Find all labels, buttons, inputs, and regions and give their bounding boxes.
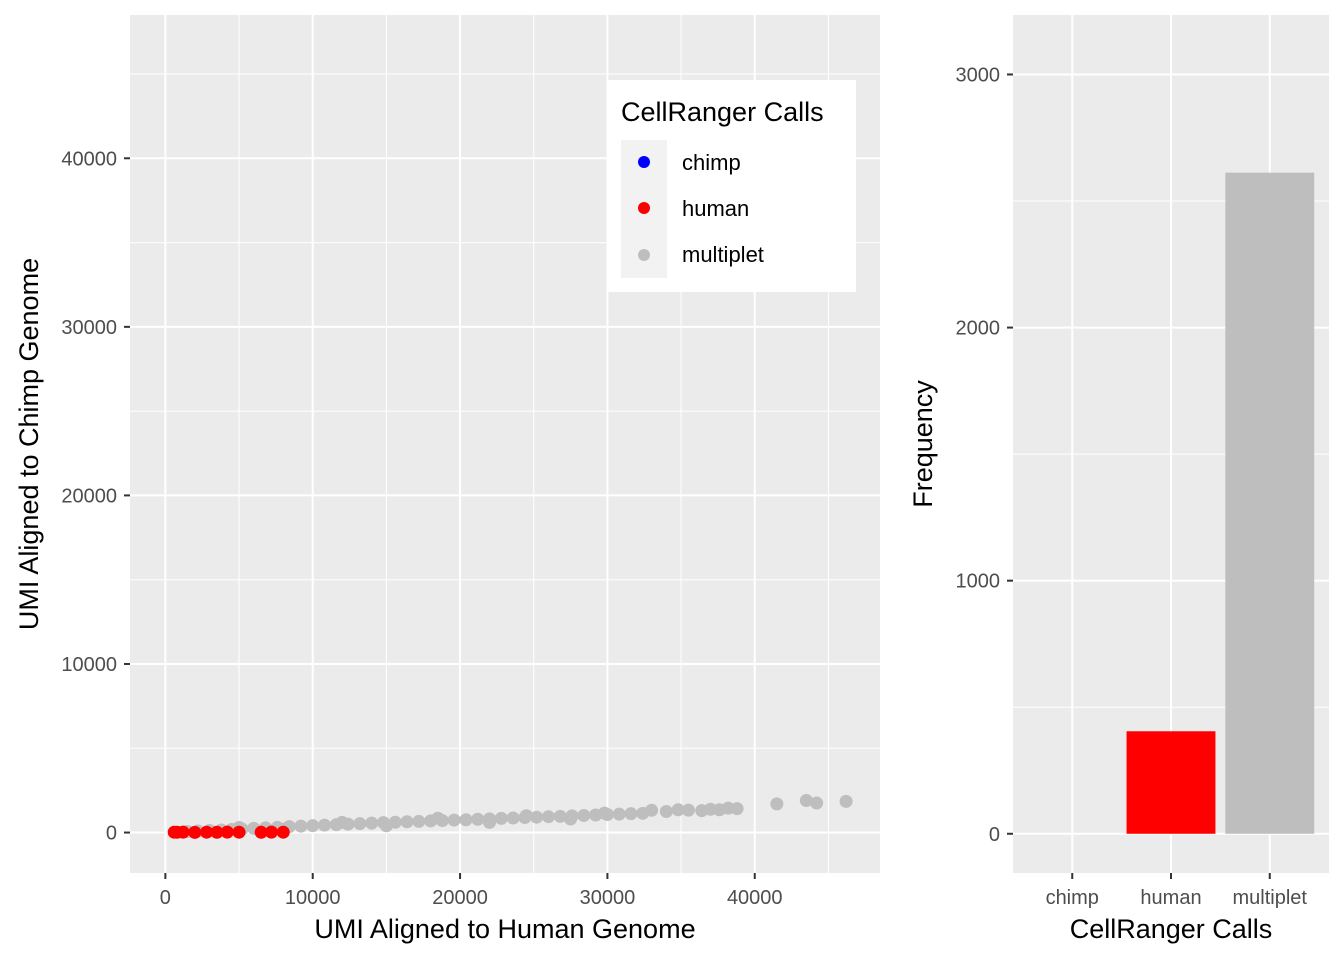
scatter-point-human	[188, 825, 202, 839]
legend-key-multiplet	[638, 249, 650, 261]
bar-x-axis-title: CellRanger Calls	[1070, 914, 1273, 944]
scatter-point-multiplet	[317, 818, 331, 832]
scatter-point-multiplet	[770, 797, 784, 811]
scatter-chart: 0 10000 20000 30000 40000 0 10000 20000 30000 400…	[14, 15, 880, 944]
scatter-y-tick-label: 0	[106, 823, 117, 845]
bar-y-tick-label: 0	[989, 824, 1000, 846]
scatter-point-multiplet	[564, 812, 578, 826]
legend-title: CellRanger Calls	[621, 97, 824, 127]
bar-y-tick-label: 1000	[956, 571, 1001, 593]
scatter-point-multiplet	[471, 812, 485, 826]
scatter-x-axis-title: UMI Aligned to Human Genome	[314, 914, 695, 944]
scatter-point-human	[176, 825, 190, 839]
scatter-point-multiplet	[459, 813, 473, 827]
bar-y-axis-title: Frequency	[908, 380, 938, 508]
bar-multiplet	[1225, 172, 1315, 834]
scatter-point-multiplet	[447, 813, 461, 827]
bar-x-tick-label-human: human	[1140, 887, 1201, 909]
bar-human	[1126, 731, 1216, 834]
legend-label-chimp: chimp	[682, 150, 741, 175]
scatter-legend: CellRanger Calls chimp human multiplet	[607, 80, 856, 292]
scatter-point-multiplet	[671, 803, 685, 817]
scatter-point-multiplet	[306, 819, 320, 833]
scatter-point-multiplet	[379, 819, 393, 833]
scatter-point-multiplet	[645, 803, 659, 817]
scatter-axis-ticks: 0 10000 20000 30000 40000 0 10000 20000 30000 400…	[61, 148, 782, 909]
scatter-point-human	[200, 825, 214, 839]
bar-chart: 0 1000 2000 3000 chimp human multiplet CellRan…	[908, 15, 1329, 944]
scatter-point-multiplet	[400, 815, 414, 829]
bar-y-tick-label: 3000	[956, 64, 1001, 86]
scatter-x-tick-label: 10000	[285, 887, 341, 909]
scatter-point-human	[220, 825, 234, 839]
scatter-y-tick-label: 10000	[61, 654, 117, 676]
legend-label-multiplet: multiplet	[682, 242, 764, 267]
scatter-point-human	[232, 825, 246, 839]
scatter-point-multiplet	[624, 807, 638, 821]
scatter-point-human	[264, 825, 278, 839]
scatter-point-multiplet	[577, 809, 591, 823]
legend-label-human: human	[682, 196, 749, 221]
scatter-point-multiplet	[541, 810, 555, 824]
scatter-point-multiplet	[839, 794, 853, 808]
scatter-point-multiplet	[799, 794, 813, 808]
scatter-point-multiplet	[659, 804, 673, 818]
legend-key-human	[638, 202, 650, 214]
scatter-points	[167, 794, 853, 839]
scatter-y-axis-title: UMI Aligned to Chimp Genome	[14, 258, 44, 630]
scatter-y-tick-label: 20000	[61, 485, 117, 507]
scatter-x-tick-label: 40000	[727, 887, 783, 909]
scatter-point-multiplet	[553, 809, 567, 823]
scatter-point-multiplet	[353, 817, 367, 831]
scatter-y-tick-label: 40000	[61, 148, 117, 170]
bar-axis-ticks: 0 1000 2000 3000 chimp human multiplet	[956, 64, 1308, 909]
scatter-y-tick-label: 30000	[61, 317, 117, 339]
scatter-point-multiplet	[810, 796, 824, 810]
scatter-point-multiplet	[681, 803, 695, 817]
scatter-point-multiplet	[494, 811, 508, 825]
scatter-point-human	[254, 825, 268, 839]
scatter-x-tick-label: 20000	[432, 887, 488, 909]
scatter-point-multiplet	[365, 816, 379, 830]
bar-y-tick-label: 2000	[956, 318, 1001, 340]
scatter-point-multiplet	[597, 806, 611, 820]
scatter-x-tick-label: 30000	[580, 887, 636, 909]
scatter-point-multiplet	[335, 815, 349, 829]
bar-x-tick-label-chimp: chimp	[1046, 887, 1099, 909]
scatter-x-tick-label: 0	[160, 887, 171, 909]
scatter-point-multiplet	[483, 815, 497, 829]
scatter-point-multiplet	[412, 814, 426, 828]
legend-key-chimp	[638, 156, 650, 168]
scatter-point-multiplet	[612, 807, 626, 821]
scatter-point-human	[276, 825, 290, 839]
bar-marks	[1126, 172, 1315, 834]
scatter-point-human	[210, 825, 224, 839]
scatter-point-multiplet	[431, 811, 445, 825]
scatter-point-multiplet	[530, 810, 544, 824]
scatter-point-multiplet	[294, 819, 308, 833]
scatter-point-multiplet	[519, 809, 533, 823]
bar-x-tick-label-multiplet: multiplet	[1233, 887, 1308, 909]
scatter-point-multiplet	[730, 802, 744, 816]
scatter-point-multiplet	[506, 811, 520, 825]
